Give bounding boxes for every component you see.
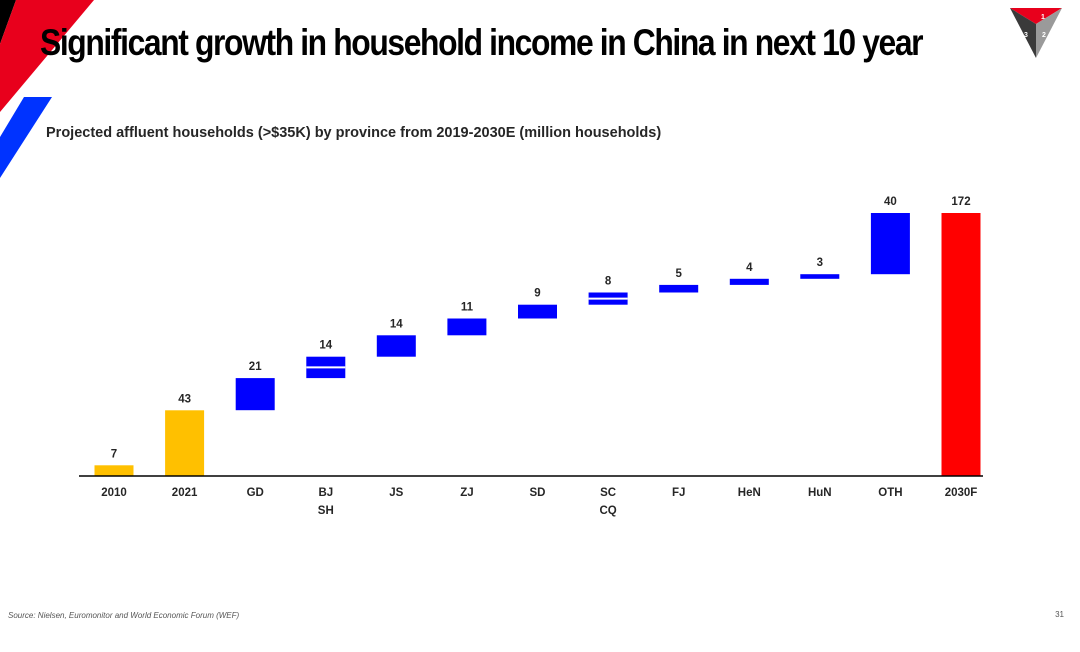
bar-oth — [870, 213, 910, 275]
logo-number-2: 2 — [1042, 32, 1046, 39]
bar-fj — [659, 284, 699, 293]
value-label-js: 14 — [390, 318, 403, 330]
corner-decoration — [0, 0, 94, 178]
category-label-bj-sh-2: SH — [318, 505, 334, 517]
category-label-bj-sh-1: BJ — [318, 487, 333, 499]
value-label-sc-cq: 8 — [605, 276, 612, 288]
value-label-gd: 21 — [249, 361, 262, 373]
value-label-2021: 43 — [178, 393, 191, 405]
value-label-2030f: 172 — [951, 196, 970, 208]
category-label-zj: ZJ — [460, 487, 473, 499]
category-label-sc-cq-1: SC — [600, 487, 616, 499]
value-label-bj-sh: 14 — [319, 340, 332, 352]
value-label-hun: 3 — [817, 257, 823, 269]
category-label-hun: HuN — [808, 487, 832, 499]
bar-sd — [518, 304, 557, 319]
logo-triangle-red — [1010, 8, 1062, 24]
value-label-hen: 4 — [746, 262, 753, 274]
category-label-2010: 2010 — [101, 487, 127, 499]
category-label-sd: SD — [530, 487, 546, 499]
brand-logo-icon: 1 2 3 — [1010, 8, 1062, 58]
value-label-fj: 5 — [675, 268, 682, 280]
logo-number-1: 1 — [1041, 14, 1045, 21]
value-label-2010: 7 — [111, 448, 117, 460]
category-label-2030f: 2030F — [945, 487, 978, 499]
page-number: 31 — [1055, 610, 1064, 619]
bar-2030f — [941, 213, 981, 476]
bar-2010 — [94, 465, 134, 476]
category-label-sc-cq-2: CQ — [599, 505, 616, 517]
bar-hun — [800, 274, 840, 279]
category-label-hen: HeN — [738, 487, 761, 499]
value-label-zj: 11 — [461, 302, 474, 314]
bar-2021 — [165, 410, 205, 477]
category-label-oth: OTH — [878, 487, 902, 499]
value-label-oth: 40 — [884, 196, 897, 208]
slide-title: Significant growth in household income i… — [40, 22, 924, 63]
value-label-sd: 9 — [534, 288, 540, 300]
bar-js — [376, 335, 416, 357]
logo-triangle-grey — [1036, 8, 1062, 58]
bar-hen — [729, 278, 769, 285]
logo-triangle-dark — [1010, 8, 1036, 58]
category-label-gd: GD — [247, 487, 264, 499]
category-label-2021: 2021 — [172, 487, 198, 499]
bar-gd — [235, 378, 275, 411]
logo-number-3: 3 — [1024, 32, 1028, 39]
chart-bars — [94, 213, 981, 477]
waterfall-chart: 7201043202121GD14BJSH14JS11ZJ9SD8SCCQ5FJ… — [79, 196, 983, 517]
corner-red-stripe — [0, 0, 94, 112]
category-label-js: JS — [389, 487, 403, 499]
bar-zj — [447, 318, 487, 336]
source-note: Source: Nielsen, Euromonitor and World E… — [8, 611, 240, 620]
chart-labels: 7201043202121GD14BJSH14JS11ZJ9SD8SCCQ5FJ… — [101, 196, 977, 517]
chart-subtitle: Projected affluent households (>$35K) by… — [46, 125, 662, 141]
category-label-fj: FJ — [672, 487, 685, 499]
corner-blue-stripe — [0, 97, 52, 178]
